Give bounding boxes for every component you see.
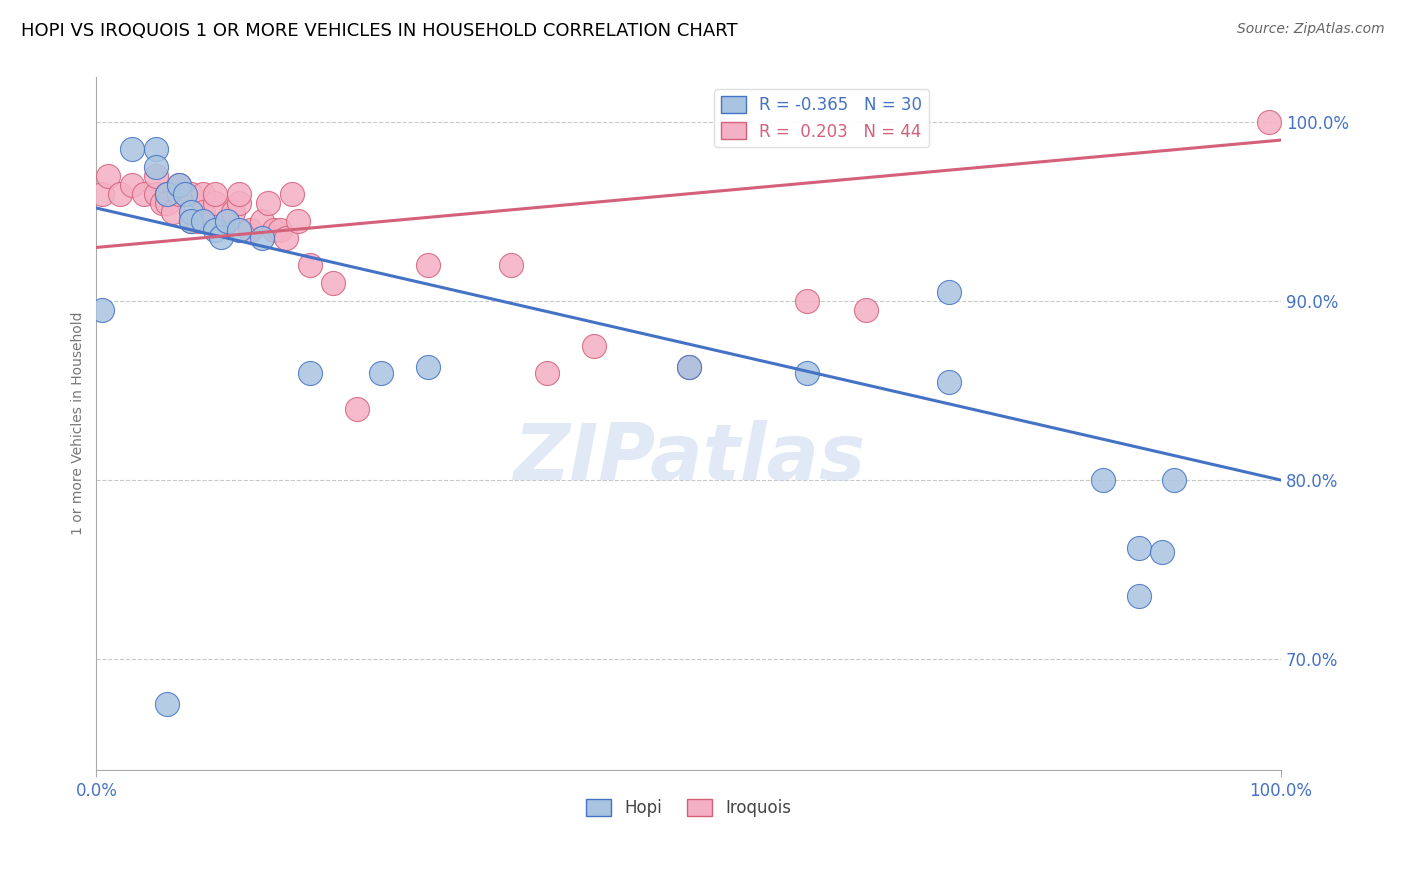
Point xyxy=(191,204,214,219)
Point xyxy=(938,285,960,300)
Point xyxy=(274,231,297,245)
Point xyxy=(1128,541,1150,555)
Point xyxy=(204,186,226,201)
Point xyxy=(145,169,167,183)
Point xyxy=(204,222,226,236)
Point xyxy=(132,186,155,201)
Point xyxy=(678,360,700,375)
Point xyxy=(174,186,197,201)
Point xyxy=(156,195,179,210)
Point xyxy=(169,178,191,192)
Point xyxy=(108,186,131,201)
Point xyxy=(191,213,214,227)
Point xyxy=(250,231,273,245)
Point xyxy=(215,213,238,227)
Point xyxy=(298,366,321,380)
Point xyxy=(796,366,818,380)
Point xyxy=(678,360,700,375)
Point xyxy=(180,186,202,201)
Point xyxy=(169,178,191,192)
Point xyxy=(250,213,273,227)
Point xyxy=(191,186,214,201)
Y-axis label: 1 or more Vehicles in Household: 1 or more Vehicles in Household xyxy=(72,312,86,535)
Point xyxy=(1152,544,1174,558)
Point xyxy=(180,213,202,227)
Point xyxy=(150,195,173,210)
Point xyxy=(536,366,558,380)
Point xyxy=(228,222,250,236)
Point xyxy=(180,213,202,227)
Point xyxy=(186,213,208,227)
Point xyxy=(257,195,280,210)
Point xyxy=(121,142,143,156)
Point xyxy=(228,195,250,210)
Point xyxy=(938,375,960,389)
Text: HOPI VS IROQUOIS 1 OR MORE VEHICLES IN HOUSEHOLD CORRELATION CHART: HOPI VS IROQUOIS 1 OR MORE VEHICLES IN H… xyxy=(21,22,738,40)
Point xyxy=(416,258,439,272)
Point xyxy=(346,401,368,416)
Point xyxy=(1163,473,1185,487)
Point xyxy=(370,366,392,380)
Point xyxy=(204,195,226,210)
Point xyxy=(162,204,184,219)
Point xyxy=(145,186,167,201)
Point xyxy=(855,303,877,318)
Point xyxy=(1258,115,1281,129)
Point xyxy=(298,258,321,272)
Point xyxy=(91,303,114,318)
Point xyxy=(796,294,818,309)
Point xyxy=(263,222,285,236)
Point xyxy=(239,222,262,236)
Text: ZIPatlas: ZIPatlas xyxy=(513,420,865,496)
Point xyxy=(416,360,439,375)
Point xyxy=(215,213,238,227)
Point xyxy=(1092,473,1115,487)
Point xyxy=(499,258,522,272)
Point xyxy=(156,697,179,711)
Point xyxy=(582,339,605,353)
Point xyxy=(145,142,167,156)
Point xyxy=(209,229,232,244)
Point xyxy=(156,186,179,201)
Point xyxy=(91,186,114,201)
Point xyxy=(322,277,344,291)
Point xyxy=(156,186,179,201)
Legend: Hopi, Iroquois: Hopi, Iroquois xyxy=(579,792,799,824)
Point xyxy=(169,186,191,201)
Point xyxy=(287,213,309,227)
Text: Source: ZipAtlas.com: Source: ZipAtlas.com xyxy=(1237,22,1385,37)
Point xyxy=(180,204,202,219)
Point xyxy=(281,186,304,201)
Point xyxy=(221,204,243,219)
Point xyxy=(269,222,291,236)
Point xyxy=(1128,590,1150,604)
Point xyxy=(121,178,143,192)
Point xyxy=(97,169,120,183)
Point xyxy=(228,186,250,201)
Point xyxy=(145,160,167,174)
